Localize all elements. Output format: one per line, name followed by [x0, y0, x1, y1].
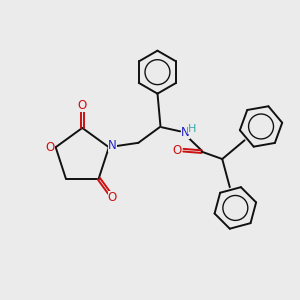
Text: O: O — [108, 191, 117, 204]
Text: O: O — [172, 144, 182, 157]
Text: N: N — [181, 126, 190, 139]
Text: O: O — [46, 141, 55, 154]
Text: O: O — [78, 99, 87, 112]
Text: N: N — [108, 139, 117, 152]
Text: H: H — [188, 124, 196, 134]
